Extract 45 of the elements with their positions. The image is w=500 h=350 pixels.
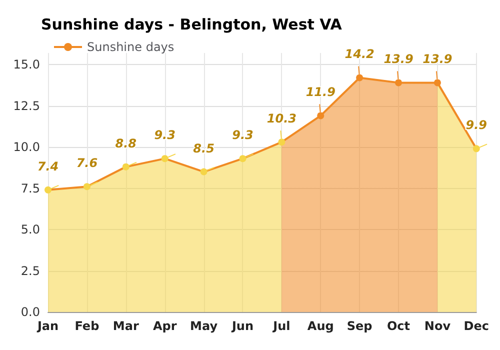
point bbox=[44, 186, 52, 194]
data-label: 7.6 bbox=[76, 156, 98, 170]
x-tick-label: Jun bbox=[230, 319, 254, 333]
point bbox=[278, 138, 286, 146]
data-label: 7.4 bbox=[37, 159, 59, 174]
y-tick-label: 15.0 bbox=[13, 58, 40, 72]
y-tick-label: 5.0 bbox=[20, 222, 40, 237]
data-label: 13.9 bbox=[384, 52, 414, 66]
point bbox=[161, 155, 168, 162]
point bbox=[122, 163, 130, 170]
x-tick-label: Mar bbox=[112, 319, 139, 333]
data-label: 8.8 bbox=[115, 136, 137, 150]
point bbox=[395, 79, 402, 86]
y-tick-label: 2.5 bbox=[20, 264, 40, 278]
x-tick-label: Feb bbox=[74, 319, 100, 333]
x-tick-label: Nov bbox=[424, 319, 451, 333]
x-tick-label: Aug bbox=[307, 319, 334, 333]
y-tick-label: 7.5 bbox=[20, 181, 40, 196]
point bbox=[200, 168, 208, 176]
y-tick-label: 10.0 bbox=[13, 140, 40, 154]
data-label: 8.5 bbox=[193, 141, 214, 156]
data-label: 9.9 bbox=[466, 118, 488, 132]
point bbox=[239, 155, 246, 162]
x-tick-label: Dec bbox=[464, 319, 490, 333]
data-label: 14.2 bbox=[344, 47, 374, 62]
point bbox=[317, 112, 324, 120]
data-label: 10.3 bbox=[266, 112, 296, 126]
y-tick-label: 0.0 bbox=[20, 305, 40, 319]
x-tick-label: May bbox=[190, 319, 218, 333]
data-label: 9.3 bbox=[154, 128, 176, 142]
legend-label: Sunshine days bbox=[87, 40, 174, 54]
x-tick-label: Sep bbox=[346, 319, 373, 333]
data-label: 13.9 bbox=[422, 52, 452, 66]
x-tick-label: Jul bbox=[272, 319, 290, 333]
data-label: 11.9 bbox=[306, 85, 336, 100]
point bbox=[83, 183, 90, 190]
x-tick-label: Jan bbox=[36, 319, 59, 333]
data-label: 9.3 bbox=[232, 128, 254, 142]
y-tick-label: 12.5 bbox=[13, 98, 40, 113]
x-tick-label: Apr bbox=[152, 319, 177, 333]
point bbox=[356, 74, 364, 82]
x-tick-label: Oct bbox=[386, 319, 410, 333]
point bbox=[434, 79, 441, 86]
chart-title: Sunshine days - Belington, West VA bbox=[41, 16, 342, 34]
point bbox=[472, 145, 480, 152]
